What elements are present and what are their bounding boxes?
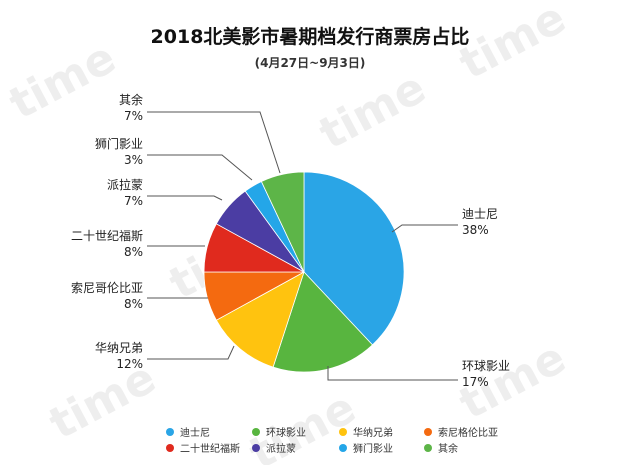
chart-subtitle: (4月27日~9月3日) (254, 56, 366, 70)
slice-percent-lionsgate: 3% (124, 153, 143, 167)
slice-label-fox: 二十世纪福斯 (71, 228, 143, 243)
legend-swatch-others (424, 444, 432, 452)
slice-percent-warner: 12% (116, 357, 143, 371)
legend-swatch-paramount (252, 444, 260, 452)
slice-percent-paramount: 7% (124, 194, 143, 208)
pie-slice-warner (215, 271, 305, 368)
slice-label-sony: 索尼哥伦比亚 (71, 280, 143, 295)
chart-title: 2018北美影市暑期档发行商票房占比 (150, 26, 470, 48)
slice-label-others: 其余 (119, 92, 143, 107)
legend-label-lionsgate: 狮门影业 (353, 442, 393, 455)
legend-label-fox: 二十世纪福斯 (180, 442, 240, 455)
legend-label-sony: 索尼格伦比亚 (438, 426, 498, 439)
slice-percent-fox: 8% (124, 245, 143, 259)
slice-label-warner: 华纳兄弟 (95, 341, 143, 355)
legend-swatch-universal (252, 428, 260, 436)
pie-slice-disney (303, 171, 405, 346)
legend-label-disney: 迪士尼 (180, 426, 210, 439)
pie-slice-universal (272, 271, 374, 373)
leader-line-disney (391, 224, 458, 233)
slice-percent-disney: 38% (462, 223, 489, 237)
slice-percent-sony: 8% (124, 297, 143, 311)
legend-swatch-lionsgate (339, 444, 347, 452)
legend-label-universal: 环球影业 (266, 426, 306, 439)
slice-label-disney: 迪士尼 (462, 207, 498, 221)
slice-labels: 迪士尼 38% 环球影业 17% 华纳兄弟 12% 索尼哥伦比亚 8% 二十世纪福斯 8% 派拉蒙 7… (71, 92, 510, 389)
leader-lines (147, 111, 458, 381)
leader-line-paramount (147, 195, 223, 201)
pie-slice-others (260, 171, 305, 273)
leader-line-lionsgate (147, 154, 253, 181)
slice-label-universal: 环球影业 (462, 359, 510, 373)
legend-swatch-sony (424, 428, 432, 436)
slice-percent-universal: 17% (462, 375, 489, 389)
leader-line-others (147, 111, 281, 174)
leader-line-universal (327, 366, 458, 381)
legend-label-warner: 华纳兄弟 (353, 426, 393, 439)
legend-swatch-warner (339, 428, 347, 436)
legend-label-others: 其余 (438, 442, 458, 455)
legend-label-paramount: 派拉蒙 (266, 442, 296, 455)
leader-line-warner (147, 345, 235, 360)
legend-swatch-disney (166, 428, 174, 436)
slice-percent-others: 7% (124, 109, 143, 123)
slice-label-lionsgate: 狮门影业 (95, 136, 143, 151)
slice-label-paramount: 派拉蒙 (107, 177, 143, 192)
pie-slices (203, 171, 405, 373)
legend-swatch-fox (166, 444, 174, 452)
